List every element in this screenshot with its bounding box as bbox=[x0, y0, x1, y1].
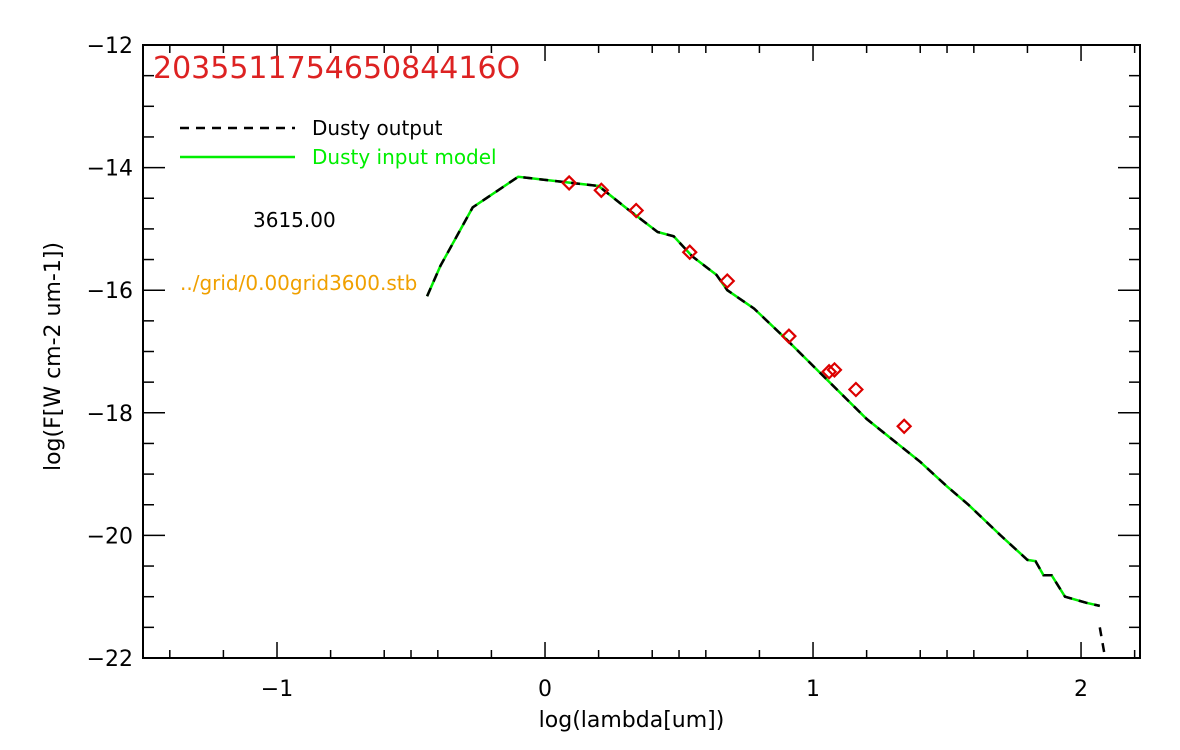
data-point bbox=[719, 272, 736, 290]
data-point bbox=[896, 418, 913, 435]
plot-area: −1 0 1 2 −22 −20 −18 −16 −14 −12 log(lambda[um]) lo… bbox=[41, 34, 1141, 733]
y-axis-label: log(F[W cm-2 um-1]) bbox=[41, 242, 66, 471]
x-tick-label: −1 bbox=[261, 677, 293, 702]
y-tick-label: −18 bbox=[87, 402, 133, 427]
series-line-dusty-output bbox=[425, 175, 1101, 608]
x-tick-label: 1 bbox=[806, 677, 820, 702]
y-tick-label: −22 bbox=[87, 647, 133, 672]
series-line-dusty-output-tail bbox=[1098, 627, 1107, 659]
plot-frame bbox=[142, 44, 1141, 659]
grid-file-annotation: ../grid/0.00grid3600.stb bbox=[180, 271, 417, 295]
y-tick-label: −20 bbox=[87, 524, 133, 549]
data-point bbox=[821, 363, 838, 380]
data-point bbox=[593, 182, 610, 199]
y-tick-label: −14 bbox=[87, 157, 133, 182]
series-line-dusty-input-model bbox=[425, 175, 1101, 608]
temperature-annotation: 3615.00 bbox=[253, 208, 336, 232]
data-point bbox=[561, 174, 578, 191]
legend-label-dusty-output: Dusty output bbox=[312, 116, 443, 140]
data-point bbox=[628, 202, 645, 219]
y-tick-label: −12 bbox=[87, 34, 133, 59]
data-point bbox=[780, 328, 797, 345]
x-tick-label: 2 bbox=[1074, 677, 1088, 702]
x-tick-label: 0 bbox=[538, 677, 552, 702]
data-point bbox=[681, 244, 698, 261]
chart-title: 203551175465084416O bbox=[153, 51, 520, 86]
y-tick-label: −16 bbox=[87, 279, 133, 304]
data-point bbox=[847, 381, 864, 398]
data-point bbox=[826, 361, 843, 378]
legend-label-dusty-input-model: Dusty input model bbox=[312, 145, 497, 169]
x-axis-label: log(lambda[um]) bbox=[539, 708, 725, 733]
